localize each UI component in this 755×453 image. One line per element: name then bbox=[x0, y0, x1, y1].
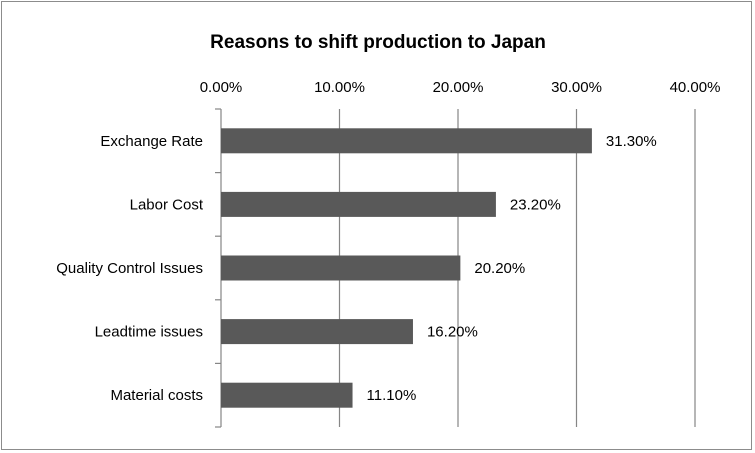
x-tick-label: 10.00% bbox=[314, 79, 365, 96]
bar bbox=[221, 319, 413, 345]
category-label: Material costs bbox=[110, 387, 203, 404]
data-label: 11.10% bbox=[367, 387, 417, 404]
chart-title: Reasons to shift production to Japan bbox=[210, 32, 546, 53]
category-label: Quality Control Issues bbox=[56, 260, 203, 277]
data-label: 31.30% bbox=[606, 133, 657, 150]
bar bbox=[221, 255, 461, 281]
label-layer: 0.00% 10.00% 20.00% 30.00% 40.00% Exchange Ra… bbox=[56, 79, 720, 404]
x-tick-label: 30.00% bbox=[551, 79, 602, 96]
x-tick-label: 0.00% bbox=[200, 79, 243, 96]
x-tick-label: 40.00% bbox=[670, 79, 721, 96]
category-label: Labor Cost bbox=[130, 196, 204, 213]
category-label: Leadtime issues bbox=[95, 324, 203, 341]
category-label: Exchange Rate bbox=[100, 133, 203, 150]
bar bbox=[221, 191, 496, 217]
data-label: 23.20% bbox=[510, 196, 561, 213]
x-tick-label: 20.00% bbox=[433, 79, 484, 96]
data-label: 16.20% bbox=[427, 324, 478, 341]
data-label: 20.20% bbox=[474, 260, 525, 277]
bar bbox=[221, 128, 592, 154]
bar bbox=[221, 382, 353, 408]
axis-layer bbox=[215, 108, 222, 428]
bar-layer bbox=[221, 128, 592, 408]
